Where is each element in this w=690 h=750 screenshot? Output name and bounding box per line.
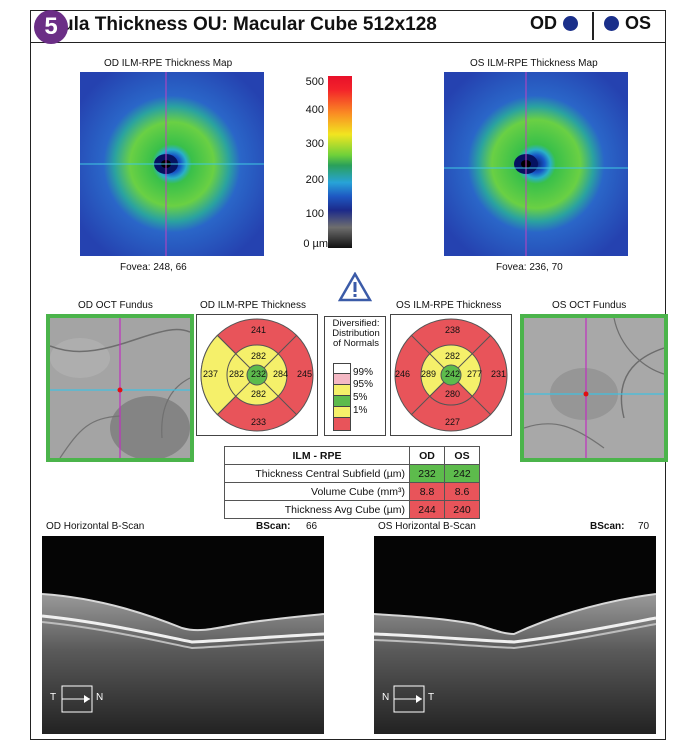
od-bscan-value: 66 (306, 521, 318, 532)
od-bscan-label: BScan: (256, 521, 291, 532)
os-dot-icon (604, 16, 619, 31)
od-eye-selector[interactable]: OD (530, 13, 578, 34)
table-header: ILM - RPE (224, 446, 410, 465)
od-left-orientation: T (50, 692, 57, 703)
colorbar-tick: 100 (305, 208, 324, 220)
os-value: 240 (444, 500, 480, 519)
colorbar-tick: 300 (305, 138, 324, 150)
os-fundus-title: OS OCT Fundus (552, 300, 627, 311)
os-inner-inferior: 280 (445, 389, 461, 399)
table-header: OS (444, 446, 480, 465)
od-value: 8.8 (409, 482, 445, 501)
os-center: 242 (445, 369, 461, 379)
od-outer-superior: 241 (251, 325, 267, 335)
od-inner-temporal: 282 (229, 369, 245, 379)
os-inner-superior: 282 (445, 351, 461, 361)
legend-title: Diversified: Distribution of Normals (332, 318, 380, 349)
legend-label: 1% (353, 405, 368, 416)
od-center: 232 (251, 369, 267, 379)
os-oct-fundus (520, 314, 668, 462)
header-divider (592, 12, 594, 40)
warning-triangle-icon[interactable] (338, 272, 372, 302)
od-bscan-title: OD Horizontal B-Scan (46, 521, 145, 532)
report-header (30, 10, 666, 43)
legend-swatch-red (333, 417, 351, 431)
od-fundus-title: OD OCT Fundus (78, 300, 153, 311)
results-table: ILM - RPE OD OS Thickness Central Subfie… (224, 446, 480, 519)
od-oct-fundus (46, 314, 194, 462)
od-dot-icon (563, 16, 578, 31)
os-outer-nasal: 246 (395, 369, 411, 379)
od-map-title: OD ILM-RPE Thickness Map (104, 58, 233, 69)
normative-legend: Diversified: Distribution of Normals 99%… (324, 316, 386, 436)
od-value: 232 (409, 464, 445, 483)
os-bscan-title: OS Horizontal B-Scan (378, 521, 476, 532)
os-etdrs-grid: 238 231 227 246 282 277 280 289 242 (390, 314, 512, 436)
os-left-orientation: N (382, 692, 390, 703)
os-eye-selector[interactable]: OS (604, 13, 651, 34)
row-label: Thickness Avg Cube (µm) (224, 500, 410, 519)
table-row: Thickness Central Subfield (µm) 232 242 (224, 464, 480, 483)
colorbar-tick: 500 (305, 76, 324, 88)
od-inner-inferior: 282 (251, 389, 267, 399)
os-outer-temporal: 231 (491, 369, 507, 379)
od-inner-superior: 282 (251, 351, 267, 361)
os-label: OS (625, 13, 652, 33)
os-bscan-value: 70 (638, 521, 650, 532)
colorbar-tick: 200 (305, 174, 324, 186)
table-row: Thickness Avg Cube (µm) 244 240 (224, 500, 480, 519)
od-fovea-label: Fovea: 248, 66 (120, 262, 187, 273)
legend-label: 5% (353, 392, 368, 403)
page-title: ula Thickness OU: Macular Cube 512x128 (62, 14, 437, 35)
os-map-title: OS ILM-RPE Thickness Map (470, 58, 598, 69)
os-thickness-map (444, 72, 628, 256)
legend-label: 95% (353, 379, 374, 390)
os-etdrs-title: OS ILM-RPE Thickness (396, 300, 502, 311)
os-value: 242 (444, 464, 480, 483)
os-inner-temporal: 277 (467, 369, 483, 379)
od-etdrs-grid: 241 245 233 237 282 284 282 282 232 (196, 314, 318, 436)
row-label: Thickness Central Subfield (µm) (224, 464, 410, 483)
od-right-orientation: N (96, 692, 104, 703)
od-inner-nasal: 284 (273, 369, 289, 379)
od-value: 244 (409, 500, 445, 519)
os-bscan-label: BScan: (590, 521, 625, 532)
od-label: OD (530, 13, 557, 33)
table-header: OD (409, 446, 445, 465)
table-header-row: ILM - RPE OD OS (224, 446, 480, 465)
table-row: Volume Cube (mm³) 8.8 8.6 (224, 482, 480, 501)
od-etdrs-title: OD ILM-RPE Thickness (200, 300, 306, 311)
os-bscan-image: N T (374, 536, 656, 734)
step-badge: 5 (34, 10, 68, 44)
od-outer-inferior: 233 (251, 417, 267, 427)
od-outer-nasal: 245 (297, 369, 313, 379)
od-bscan-image: T N (42, 536, 324, 734)
od-thickness-map (80, 72, 264, 256)
od-outer-temporal: 237 (203, 369, 219, 379)
os-outer-superior: 238 (445, 325, 461, 335)
colorbar-tick: 0 µm (303, 238, 328, 250)
row-label: Volume Cube (mm³) (224, 482, 410, 501)
colorbar-tick: 400 (305, 104, 324, 116)
os-outer-inferior: 227 (445, 417, 461, 427)
os-fovea-label: Fovea: 236, 70 (496, 262, 563, 273)
os-value: 8.6 (444, 482, 480, 501)
os-right-orientation: T (428, 692, 435, 703)
legend-label: 99% (353, 367, 374, 378)
thickness-color-bar (328, 76, 352, 248)
os-inner-nasal: 289 (421, 369, 437, 379)
